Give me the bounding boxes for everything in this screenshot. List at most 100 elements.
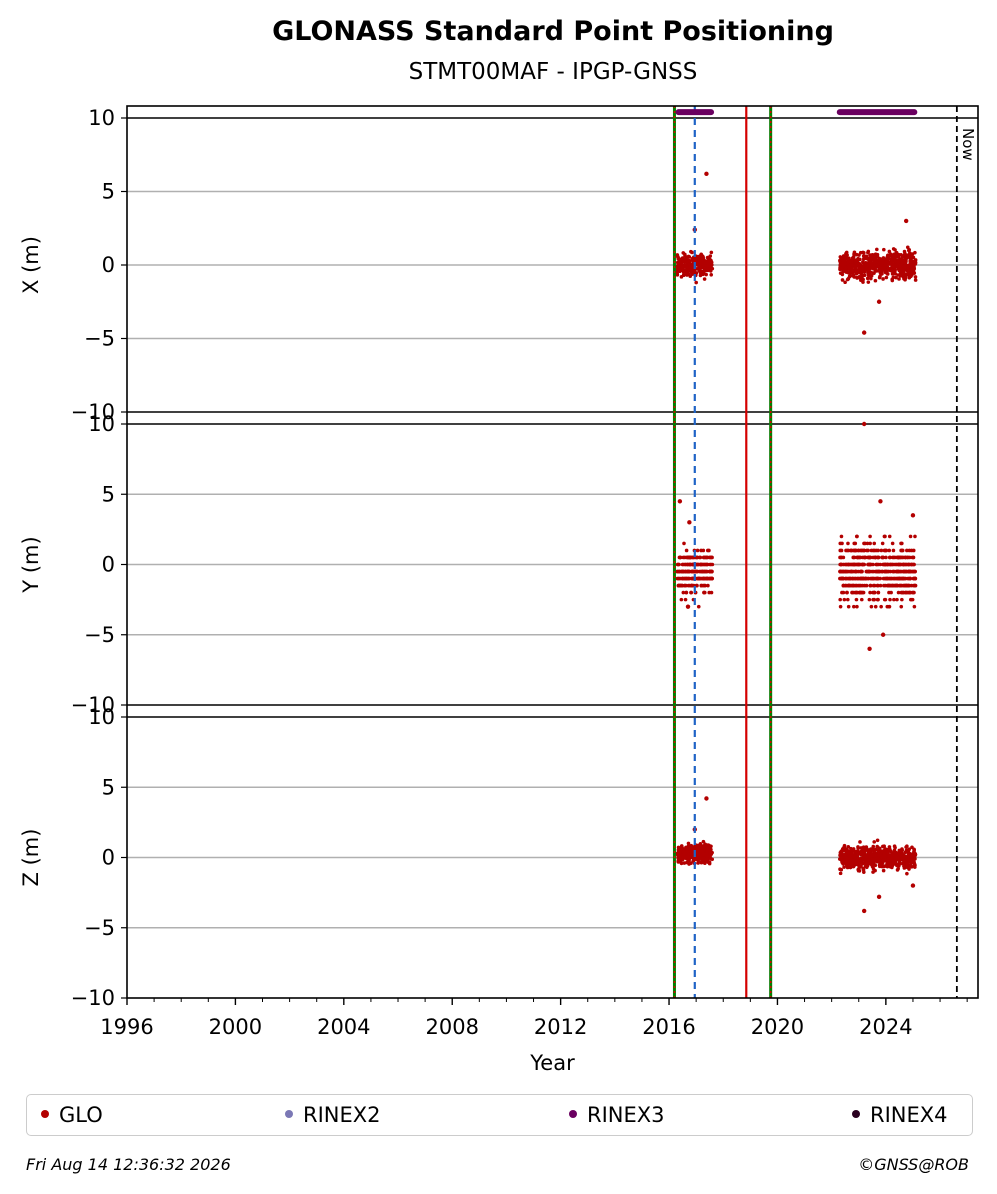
data-point-y-c1-614 bbox=[907, 569, 912, 574]
data-point-x-c1-547 bbox=[886, 253, 891, 258]
data-point-x-c1-577 bbox=[864, 261, 868, 266]
data-point-z-c1-59 bbox=[881, 844, 885, 849]
data-point-z-c1-532 bbox=[880, 861, 885, 865]
data-point-y-c0-282 bbox=[679, 583, 684, 588]
data-point-y-c1-175 bbox=[887, 548, 892, 553]
data-point-y-c0-269 bbox=[690, 569, 695, 574]
data-point-x-c1-301 bbox=[913, 278, 918, 282]
data-point-y-c1-548 bbox=[907, 555, 912, 560]
data-point-z-c1-589 bbox=[839, 867, 844, 872]
data-point-z-c1-347 bbox=[913, 865, 917, 869]
data-point-x-c1-118 bbox=[869, 276, 873, 281]
data-point-y-c1-125 bbox=[846, 604, 851, 609]
data-point-x-c0-269 bbox=[683, 268, 687, 273]
data-point-z-c1-516 bbox=[887, 862, 892, 867]
data-point-y-c1-490 bbox=[862, 548, 866, 553]
data-point-x-c1-590 bbox=[901, 267, 906, 272]
data-point-x-c1-611 bbox=[843, 280, 847, 285]
data-point-y-c1-437 bbox=[888, 569, 893, 574]
data-point-y-c0-234 bbox=[702, 590, 706, 595]
data-point-y-c1-585 bbox=[860, 576, 864, 581]
data-point-y-c0-206 bbox=[684, 569, 688, 574]
data-point-x-c0-276 bbox=[679, 264, 684, 269]
data-point-y-c0-277 bbox=[680, 569, 684, 574]
data-point-z-c1-602 bbox=[870, 864, 875, 869]
data-point-y-c1-571 bbox=[859, 597, 864, 602]
data-point-y-c1-566 bbox=[886, 576, 890, 581]
data-point-x-c0-176 bbox=[702, 277, 707, 281]
data-point-x-c1-197 bbox=[852, 250, 857, 255]
data-point-x-c1-573 bbox=[909, 263, 913, 268]
data-point-x-c1-591 bbox=[896, 255, 901, 259]
data-point-y-c1-577 bbox=[900, 583, 904, 588]
legend-marker-rinex4 bbox=[852, 1110, 860, 1118]
y-tick-label-z--10: −10 bbox=[71, 986, 115, 1010]
legend-marker-rinex2 bbox=[285, 1110, 293, 1118]
data-point-y-c1-415 bbox=[864, 583, 869, 588]
data-point-y-c1-330 bbox=[878, 583, 883, 588]
data-point-y-c1-533 bbox=[884, 569, 889, 574]
x-tick-label-2004: 2004 bbox=[317, 1015, 370, 1039]
data-point-x-c1-609 bbox=[861, 257, 866, 261]
data-point-x-c1-553 bbox=[903, 260, 907, 265]
data-point-y-c1-441 bbox=[849, 548, 854, 553]
data-point-z-c1-610 bbox=[870, 848, 874, 852]
data-point-z-c1-429 bbox=[912, 860, 916, 864]
data-point-x-c0-128 bbox=[690, 250, 694, 255]
outlier-point-y-4 bbox=[880, 632, 886, 637]
data-point-y-c1-586 bbox=[913, 534, 917, 539]
x-tick-label-2016: 2016 bbox=[642, 1015, 695, 1039]
data-point-z-c1-433 bbox=[881, 868, 886, 873]
data-point-y-c1-220 bbox=[888, 555, 892, 560]
data-point-x-c0-277 bbox=[705, 267, 709, 272]
data-point-x-c1-307 bbox=[891, 275, 896, 280]
data-point-x-c1-484 bbox=[858, 262, 862, 266]
data-point-x-c0-281 bbox=[706, 257, 711, 262]
data-point-x-c0-164 bbox=[694, 280, 698, 285]
data-point-x-c1-497 bbox=[838, 266, 842, 271]
data-point-y-c1-122 bbox=[892, 597, 896, 602]
legend-label-glo: GLO bbox=[59, 1103, 103, 1127]
data-point-z-c0-266 bbox=[690, 848, 694, 853]
data-point-y-c1-608 bbox=[878, 562, 883, 567]
data-point-z-c1-565 bbox=[895, 857, 899, 862]
plot-frame bbox=[126, 105, 979, 999]
data-point-y-c1-561 bbox=[866, 562, 870, 567]
data-point-y-c0-133 bbox=[677, 555, 682, 560]
legend-item-rinex4: RINEX4 bbox=[852, 1103, 948, 1127]
data-point-z-c1-258 bbox=[838, 871, 843, 876]
data-point-z-c1-615 bbox=[841, 862, 845, 866]
chart-legend: GLO RINEX2 RINEX3 RINEX4 bbox=[26, 1094, 973, 1136]
data-point-y-c1-33 bbox=[841, 590, 846, 595]
data-point-x-c1-60 bbox=[875, 247, 879, 252]
data-point-x-c1-613 bbox=[862, 269, 867, 273]
chart-plot-area: 10 5 0 −5 −10 X (m) 10 5 0 −5 −10 Y (m) 10 5 0 −5 −10 Z (… bbox=[19, 105, 979, 1075]
legend-label-rinex3: RINEX3 bbox=[587, 1103, 665, 1127]
data-point-y-c1-502 bbox=[845, 590, 849, 595]
data-point-y-c1-599 bbox=[898, 562, 903, 567]
data-point-x-c1-552 bbox=[897, 267, 902, 272]
data-point-x-c1-615 bbox=[879, 258, 884, 263]
data-point-y-c1-568 bbox=[853, 569, 858, 574]
data-point-y-c1-603 bbox=[906, 562, 911, 567]
data-point-y-c0-284 bbox=[703, 576, 708, 581]
data-point-x-c1-525 bbox=[871, 271, 875, 275]
y-tick-label-x-10: 10 bbox=[88, 106, 115, 130]
data-point-z-c1-93 bbox=[858, 840, 862, 844]
data-point-x-c1-598 bbox=[896, 273, 900, 277]
data-point-y-c0-242 bbox=[686, 562, 690, 567]
data-point-z-c0-281 bbox=[678, 854, 682, 858]
data-point-z-c0-116 bbox=[710, 857, 715, 862]
data-point-z-c1-546 bbox=[886, 848, 891, 852]
data-point-x-c1-601 bbox=[910, 252, 915, 256]
data-point-y-c1-541 bbox=[868, 576, 873, 581]
data-point-z-c1-606 bbox=[890, 865, 894, 870]
data-point-y-c1-417 bbox=[862, 555, 867, 560]
data-point-y-c1-595 bbox=[858, 590, 862, 595]
footer-timestamp: Fri Aug 14 12:36:32 2026 bbox=[26, 1155, 231, 1174]
data-point-x-c0-285 bbox=[687, 272, 691, 276]
y-tick-label-y--5: −5 bbox=[84, 623, 115, 647]
data-point-z-c1-474 bbox=[912, 848, 917, 852]
data-point-x-c1-62 bbox=[887, 249, 892, 254]
data-point-x-c1-400 bbox=[893, 271, 898, 276]
